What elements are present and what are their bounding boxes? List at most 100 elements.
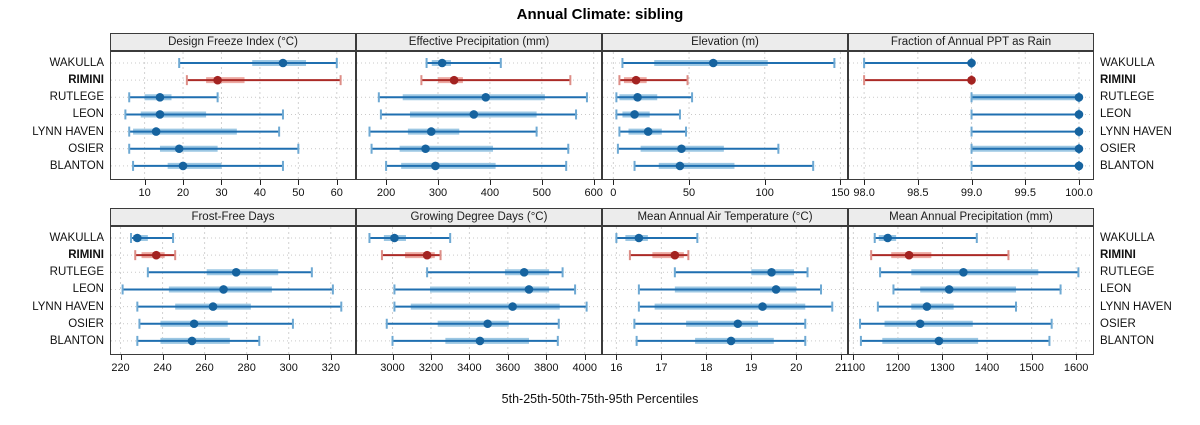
station-label-left-wakulla: WAKULLA — [49, 57, 104, 69]
median-dot — [178, 161, 188, 171]
percentile-row-rimini — [420, 75, 572, 86]
median-dot — [508, 302, 517, 311]
station-label-right-rutlege: RUTLEGE — [1100, 266, 1155, 279]
median-dot — [155, 93, 165, 102]
percentile-row-leon — [970, 109, 1084, 120]
panel-canvas — [356, 226, 602, 355]
axis-tick-mark — [661, 355, 663, 360]
median-dot — [151, 127, 161, 136]
axis-tick-label: 1600 — [1063, 362, 1089, 374]
axis-tick-label: 3200 — [418, 362, 444, 374]
median-dot — [475, 336, 485, 346]
panel-plot-area — [110, 226, 356, 355]
station-label-left-rimini: RIMINI — [68, 74, 104, 87]
median-dot — [524, 285, 534, 294]
station-label-left-rutlege: RUTLEGE — [49, 266, 104, 279]
panel-border — [848, 226, 1094, 355]
percentile-row-osier — [633, 318, 807, 329]
median-dot — [934, 336, 944, 346]
panel-plot-area — [356, 51, 602, 180]
axis-tick-mark — [1076, 355, 1078, 360]
percentile-row-blanton — [635, 335, 807, 346]
axis-tick-mark — [613, 180, 615, 185]
median-dot — [675, 161, 685, 171]
figure-title: Annual Climate: sibling — [516, 6, 684, 23]
median-dot — [767, 268, 776, 277]
median-dot — [634, 233, 644, 243]
median-dot — [1074, 93, 1084, 102]
median-dot — [155, 110, 165, 119]
percentile-row-rutlege — [377, 92, 588, 103]
median-dot — [677, 144, 686, 154]
percentile-row-rimini — [863, 75, 976, 86]
percentile-row-rutlege — [146, 267, 313, 278]
axis-tick-mark — [796, 355, 798, 360]
percentile-row-blanton — [136, 335, 261, 346]
percentile-row-osier — [370, 143, 570, 154]
percentile-row-leon — [637, 284, 823, 295]
axis-tick-mark — [298, 180, 300, 185]
axis-tick-label: 21 — [835, 362, 848, 374]
percentile-row-lynn-haven — [618, 126, 688, 137]
percentile-row-blanton — [391, 335, 559, 346]
median-dot — [483, 319, 492, 329]
axis-tick-mark — [1025, 180, 1027, 185]
median-dot — [208, 302, 218, 311]
percentile-row-rimini — [185, 75, 342, 86]
median-dot — [883, 233, 892, 243]
axis-tick-label: 20 — [790, 362, 803, 374]
station-label-right-blanton: BLANTON — [1100, 159, 1155, 172]
station-label-right-lynn-haven: LYNN HAVEN — [1100, 125, 1172, 138]
station-label-right-leon: LEON — [1100, 283, 1132, 296]
axis-tick-label: 40 — [253, 187, 267, 199]
axis-tick-mark — [706, 355, 708, 360]
percentile-row-lynn-haven — [368, 126, 538, 137]
axis-tick-mark — [438, 180, 439, 185]
percentile-row-rutlege — [615, 92, 694, 103]
station-label-right-blanton: BLANTON — [1100, 334, 1155, 347]
percentile-row-leon — [393, 284, 577, 295]
percentile-row-rutlege — [673, 267, 809, 278]
axis-tick-mark — [430, 355, 432, 360]
panel-canvas — [602, 226, 848, 355]
axis-tick-label: 0 — [610, 187, 617, 199]
axis-tick-label: 200 — [376, 187, 396, 199]
axis-tick-label: 600 — [584, 187, 603, 199]
axis-tick-mark — [689, 180, 691, 185]
station-label-left-lynn-haven: LYNN HAVEN — [32, 125, 104, 138]
axis-tick-mark — [971, 180, 973, 185]
panel-plot-area — [848, 51, 1094, 180]
percentile-row-leon — [121, 284, 334, 295]
axis-tick-label: 50 — [292, 187, 305, 199]
axis-tick-mark — [584, 355, 586, 360]
axis-tick-label: 99.5 — [1014, 187, 1036, 199]
median-dot — [708, 58, 718, 68]
axis-tick-mark — [942, 355, 944, 360]
panel-canvas — [110, 51, 356, 180]
median-dot — [422, 250, 432, 260]
axis-tick-mark — [897, 355, 899, 360]
station-label-right-lynn-haven: LYNN HAVEN — [1100, 300, 1172, 313]
median-dot — [481, 93, 491, 102]
station-label-left-rimini: RIMINI — [68, 249, 104, 262]
percentile-row-lynn-haven — [128, 126, 281, 137]
axis-tick-mark — [987, 355, 989, 360]
percentile-row-lynn-haven — [970, 126, 1084, 137]
median-dot — [278, 58, 288, 68]
axis-tick-label: 100.0 — [1065, 187, 1093, 199]
axis-tick-label: 1200 — [885, 362, 911, 374]
axis-tick-mark — [162, 355, 164, 360]
percentile-row-blanton — [385, 160, 568, 171]
axis-tick-label: 300 — [428, 187, 448, 199]
station-label-left-osier: OSIER — [68, 317, 104, 330]
percentile-row-rimini — [134, 250, 177, 261]
median-dot — [187, 336, 197, 346]
percentile-row-wakulla — [178, 58, 338, 68]
median-dot — [390, 233, 399, 243]
median-dot — [437, 58, 447, 68]
axis-tick-label: 30 — [215, 187, 228, 199]
percentile-row-rutlege — [879, 267, 1080, 278]
panel-header: Fraction of Annual PPT as Rain — [848, 33, 1094, 51]
percentile-row-leon — [892, 284, 1062, 295]
